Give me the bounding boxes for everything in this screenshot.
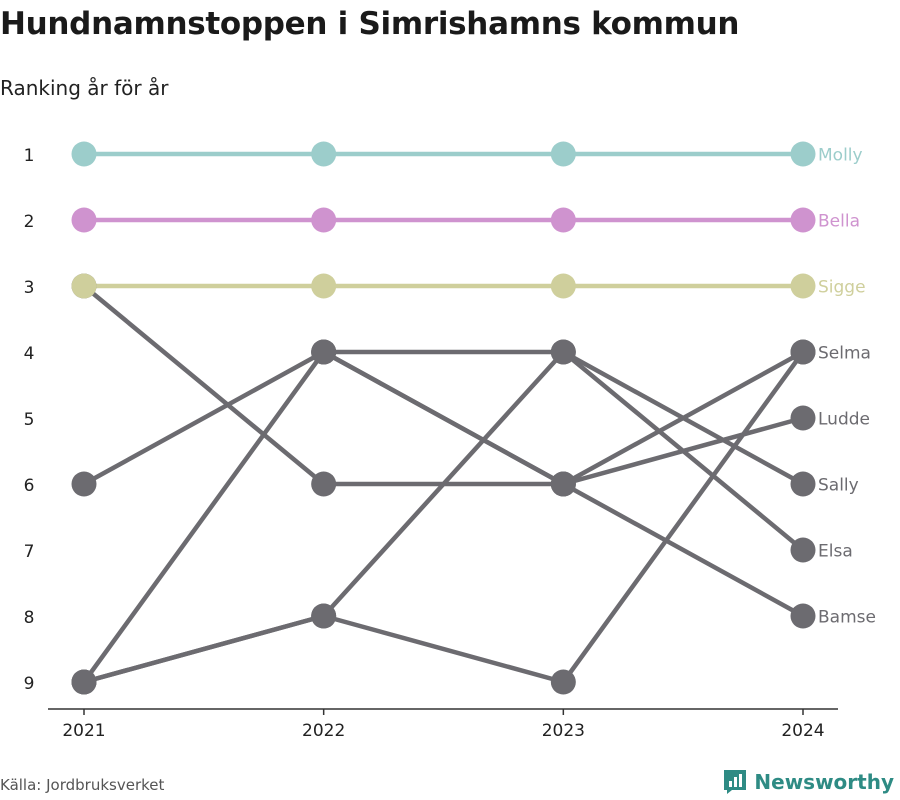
end-label: Selma: [818, 344, 871, 364]
end-label: Sally: [818, 476, 859, 496]
data-point: [311, 603, 337, 629]
newsworthy-logo-icon: [724, 770, 747, 794]
data-point: [790, 471, 816, 497]
data-point: [550, 207, 576, 233]
data-point: [790, 405, 816, 431]
end-label: Elsa: [818, 542, 853, 562]
x-tick-label: 2022: [302, 721, 345, 741]
data-point: [71, 207, 97, 233]
data-point: [790, 603, 816, 629]
series-segment: [81, 349, 326, 685]
data-point: [311, 207, 337, 233]
y-tick-label: 4: [24, 344, 35, 364]
series-lines-other: [81, 283, 806, 685]
series-segment: [561, 349, 806, 487]
data-point: [311, 471, 337, 497]
bump-chart: 1 2 3 4 5 6 7 8 9 2021 2022 2023 2024 Molly Bella Sig…: [24, 141, 876, 741]
series-segment: [321, 613, 566, 685]
data-point: [550, 273, 576, 299]
y-tick-label: 3: [24, 278, 35, 298]
data-point: [550, 339, 576, 365]
data-point: [550, 141, 576, 167]
source-note: Källa: Jordbruksverket: [0, 776, 165, 794]
series-lines-highlight: [81, 151, 806, 289]
y-tick-label: 7: [24, 542, 35, 562]
y-tick-label: 9: [24, 674, 35, 694]
series-segment: [561, 481, 806, 619]
x-axis: 2021 2022 2023 2024: [48, 708, 838, 741]
y-tick-label: 2: [24, 212, 35, 232]
series-segment: [321, 349, 566, 619]
y-tick-label: 1: [24, 146, 35, 166]
data-point: [311, 273, 337, 299]
data-point: [71, 141, 97, 167]
brand-logo[interactable]: Newsworthy: [723, 769, 894, 795]
end-label: Molly: [818, 146, 863, 166]
series-segment: [561, 349, 806, 685]
series-segment: [81, 613, 326, 685]
data-point: [550, 471, 576, 497]
data-point: [311, 339, 337, 365]
chart-subtitle: Ranking år för år: [0, 76, 169, 100]
series-segment: [81, 283, 326, 487]
y-axis-ticks: 1 2 3 4 5 6 7 8 9: [24, 146, 35, 694]
y-tick-label: 5: [24, 410, 35, 430]
series-segment: [321, 349, 566, 487]
brand-name: Newsworthy: [754, 770, 894, 794]
data-point: [71, 471, 97, 497]
end-label: Ludde: [818, 410, 870, 430]
end-label: Bamse: [818, 608, 876, 628]
x-tick-label: 2021: [62, 721, 105, 741]
x-tick-label: 2024: [781, 721, 824, 741]
data-point: [71, 273, 97, 299]
data-point: [311, 141, 337, 167]
data-point: [790, 207, 816, 233]
data-point: [790, 273, 816, 299]
data-point: [790, 339, 816, 365]
data-point: [790, 141, 816, 167]
end-label: Bella: [818, 212, 860, 232]
data-point: [790, 537, 816, 563]
end-label: Sigge: [818, 278, 866, 298]
chart-title: Hundnamnstoppen i Simrishamns kommun: [0, 6, 740, 42]
series-segment: [81, 349, 326, 487]
end-labels: Molly Bella Sigge Selma Ludde Sally Elsa Bamse: [818, 146, 876, 628]
series-segment: [561, 349, 806, 553]
y-tick-label: 8: [24, 608, 35, 628]
data-point: [550, 669, 576, 695]
data-point: [71, 669, 97, 695]
x-tick-label: 2023: [542, 721, 585, 741]
series-points: [71, 141, 816, 695]
y-tick-label: 6: [24, 476, 35, 496]
